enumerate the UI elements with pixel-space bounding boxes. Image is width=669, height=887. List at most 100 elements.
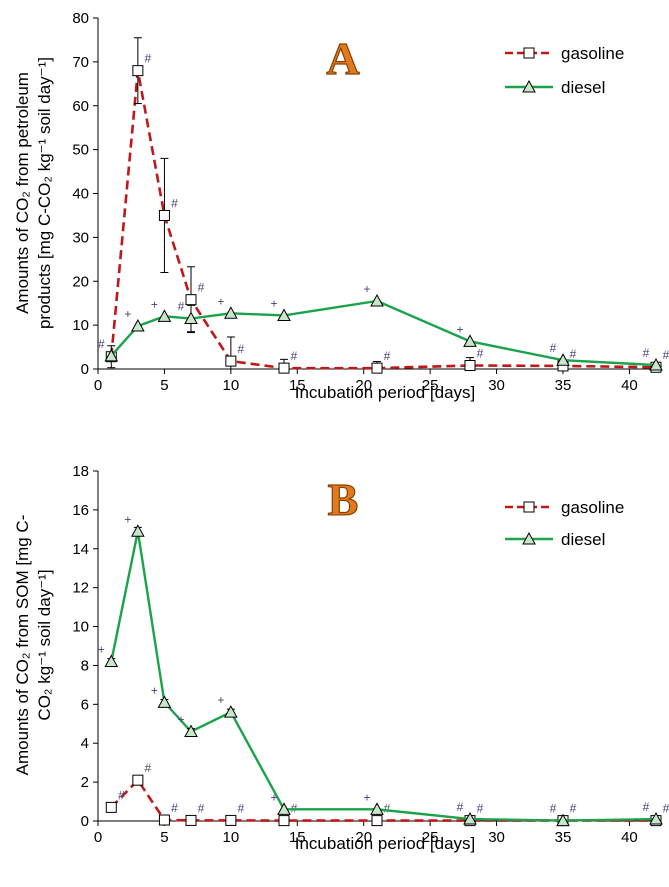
significance-mark: + bbox=[177, 713, 184, 727]
data-point-diesel bbox=[556, 353, 570, 366]
x-tick-label: 0 bbox=[94, 829, 102, 846]
data-point-gasoline bbox=[158, 209, 170, 221]
significance-mark: # bbox=[198, 281, 205, 295]
significance-mark: # bbox=[477, 802, 484, 816]
chart-panel-a: 0 10 20 30 40 50 60 70 80 0 5 10 15 20 25 30 35 40 Incubat… bbox=[13, 10, 669, 402]
x-tick-label: 35 bbox=[555, 377, 572, 394]
significance-mark: # bbox=[384, 802, 391, 816]
y-tick-label: 12 bbox=[72, 580, 89, 597]
x-tick-label: 25 bbox=[422, 829, 439, 846]
significance-mark: # bbox=[457, 800, 464, 814]
panel-letter: A bbox=[326, 33, 359, 84]
y-tick-label: 0 bbox=[81, 361, 89, 378]
y-tick-label: 6 bbox=[81, 696, 89, 713]
series-line-diesel bbox=[110, 299, 657, 367]
y-tick-label: 10 bbox=[72, 317, 89, 334]
data-point-gasoline bbox=[464, 359, 476, 371]
data-point-gasoline bbox=[105, 801, 117, 813]
data-point-gasoline bbox=[158, 814, 170, 826]
data-point-gasoline bbox=[185, 294, 197, 306]
y-tick-label: 80 bbox=[72, 10, 89, 27]
data-point-diesel bbox=[277, 308, 291, 321]
legend-marker-gasoline bbox=[523, 47, 535, 59]
x-tick-label: 40 bbox=[621, 377, 638, 394]
x-tick-label: 30 bbox=[488, 377, 505, 394]
significance-mark: + bbox=[151, 297, 158, 311]
significance-mark: + bbox=[124, 512, 131, 526]
significance-mark: # bbox=[145, 52, 152, 66]
y-tick-label: 2 bbox=[81, 774, 89, 791]
data-point-diesel bbox=[556, 813, 570, 827]
data-point-gasoline bbox=[371, 815, 383, 827]
x-tick-label: 0 bbox=[94, 377, 102, 394]
data-point-diesel bbox=[370, 802, 384, 815]
data-point-diesel bbox=[463, 334, 477, 347]
significance-mark: # bbox=[178, 300, 185, 314]
y-tick-label: 16 bbox=[72, 502, 89, 519]
data-point-diesel bbox=[463, 812, 477, 825]
x-tick-label: 40 bbox=[621, 829, 638, 846]
x-axis-title: Incubation period [days] bbox=[295, 834, 476, 853]
significance-mark: # bbox=[98, 337, 105, 351]
significance-mark: # bbox=[198, 801, 205, 815]
y-tick-label: 50 bbox=[72, 142, 89, 159]
series-line-diesel bbox=[110, 531, 657, 822]
x-tick-label: 25 bbox=[422, 377, 439, 394]
legend-marker-diesel bbox=[522, 79, 536, 93]
y-axis-title-line: CO₂ kg⁻¹ soil day⁻¹] bbox=[35, 569, 54, 720]
y-axis-title-line: Amounts of CO₂ from petroleum bbox=[13, 72, 32, 314]
y-tick-label: 8 bbox=[81, 657, 89, 674]
significance-mark: + bbox=[270, 296, 277, 310]
significance-mark: # bbox=[477, 346, 484, 360]
data-point-gasoline bbox=[278, 362, 290, 374]
significance-mark: # bbox=[570, 802, 577, 816]
y-tick-label: 4 bbox=[81, 735, 89, 752]
significance-mark: # bbox=[663, 348, 669, 362]
significance-mark: + bbox=[270, 790, 277, 804]
x-tick-label: 5 bbox=[160, 377, 168, 394]
x-tick-label: 20 bbox=[355, 377, 372, 394]
data-point-gasoline bbox=[225, 814, 237, 826]
data-point-gasoline bbox=[185, 814, 197, 826]
significance-mark: # bbox=[171, 801, 178, 815]
data-point-diesel bbox=[131, 524, 145, 537]
significance-mark: # bbox=[550, 341, 557, 355]
data-point-diesel bbox=[184, 724, 198, 738]
significance-mark: # bbox=[663, 802, 669, 816]
x-tick-label: 35 bbox=[555, 829, 572, 846]
significance-mark: + bbox=[363, 790, 370, 804]
y-tick-label: 40 bbox=[72, 186, 89, 203]
data-point-diesel bbox=[224, 705, 238, 718]
legend-label-gasoline: gasoline bbox=[561, 498, 624, 517]
x-tick-label: 5 bbox=[160, 829, 168, 846]
x-tick-label: 15 bbox=[289, 829, 306, 846]
significance-mark: # bbox=[384, 349, 391, 363]
data-point-diesel bbox=[370, 293, 384, 307]
y-tick-label: 10 bbox=[72, 619, 89, 636]
panel-letter: B bbox=[328, 474, 359, 525]
legend-marker-diesel bbox=[522, 531, 536, 545]
data-point-diesel bbox=[184, 311, 198, 325]
legend-label-gasoline: gasoline bbox=[561, 44, 624, 63]
significance-mark: # bbox=[550, 802, 557, 816]
significance-mark: + bbox=[363, 282, 370, 296]
x-tick-label: 30 bbox=[488, 829, 505, 846]
significance-mark: + bbox=[124, 307, 131, 321]
data-point-gasoline bbox=[371, 362, 383, 374]
legend-marker-gasoline bbox=[523, 501, 535, 513]
significance-mark: # bbox=[238, 342, 245, 356]
data-point-diesel bbox=[131, 318, 145, 332]
y-axis-title-line: products [mg C-CO₂ kg⁻¹ soil day⁻¹] bbox=[35, 57, 54, 329]
data-point-gasoline bbox=[132, 774, 144, 786]
significance-mark: + bbox=[217, 294, 224, 308]
x-tick-label: 20 bbox=[355, 829, 372, 846]
y-tick-label: 60 bbox=[72, 98, 89, 115]
data-point-gasoline bbox=[278, 815, 290, 827]
significance-mark: # bbox=[171, 196, 178, 210]
significance-mark: # bbox=[145, 761, 152, 775]
y-tick-label: 20 bbox=[72, 273, 89, 290]
x-tick-label: 10 bbox=[223, 829, 240, 846]
y-tick-label: 0 bbox=[81, 813, 89, 830]
data-point-gasoline bbox=[132, 65, 144, 77]
